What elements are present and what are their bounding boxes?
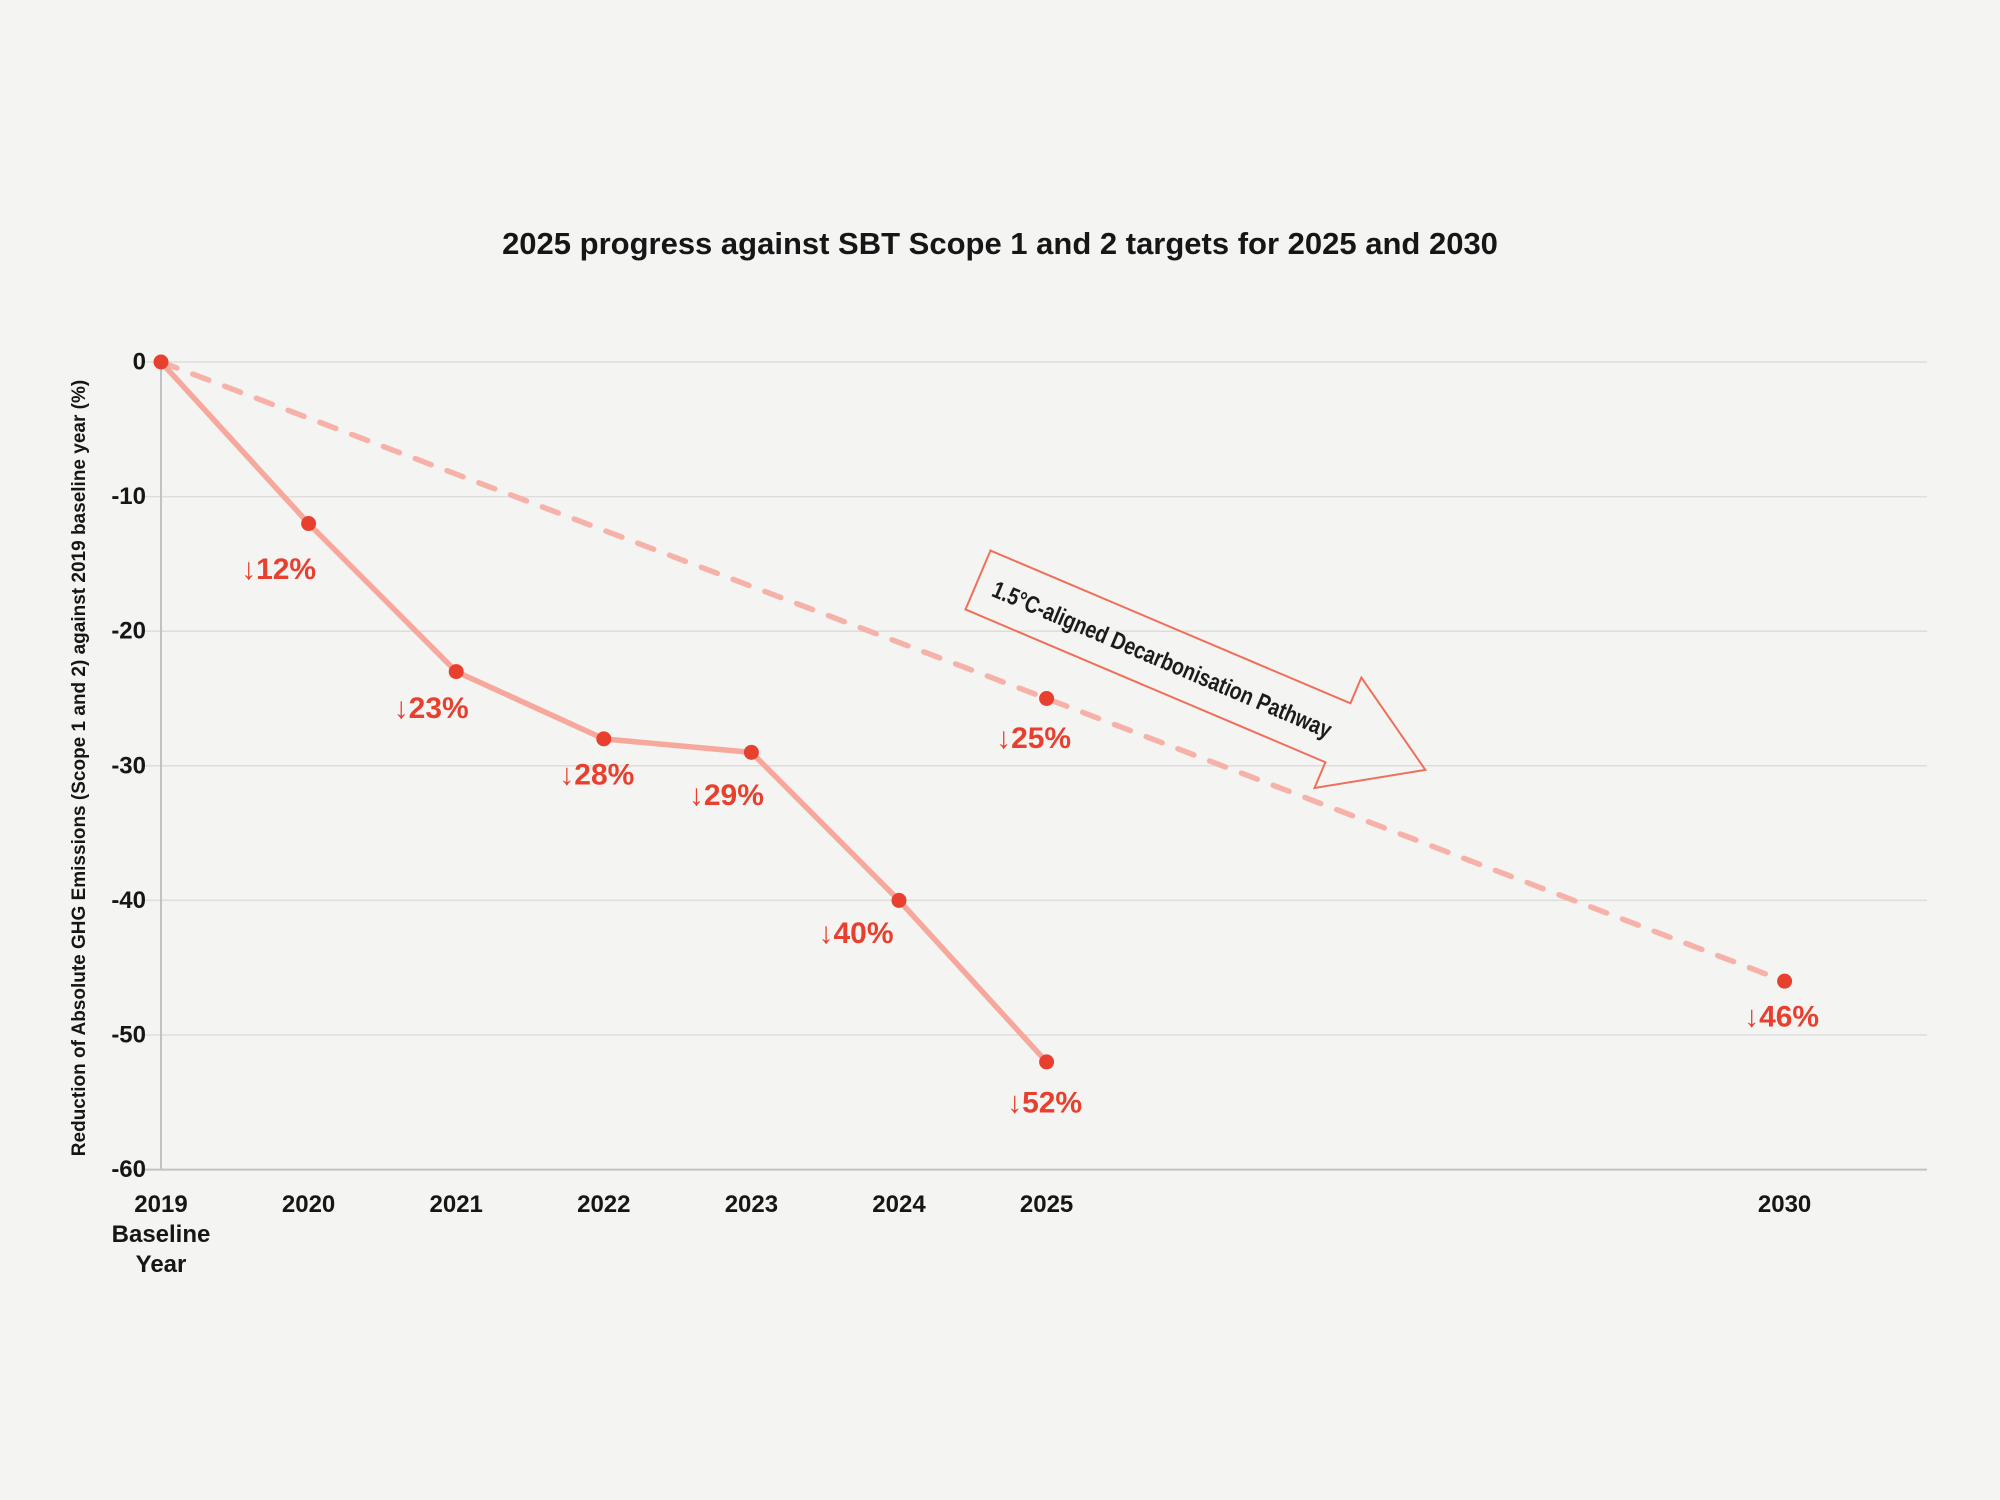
- data-point-actual-2024: [891, 892, 907, 908]
- y-tick-label: -10: [111, 483, 146, 510]
- x-tick-label: 2025: [1020, 1191, 1073, 1218]
- x-tick-label: 2023: [725, 1191, 778, 1218]
- point-label-pathway-2030: ↓46%: [1744, 1001, 1819, 1034]
- point-label-actual-2023: ↓29%: [689, 779, 764, 812]
- y-tick-label: -20: [111, 618, 146, 645]
- data-point-actual-2020: [301, 516, 317, 532]
- x-tick-label: 2021: [430, 1191, 483, 1218]
- point-label-actual-2025: ↓52%: [1007, 1086, 1082, 1119]
- point-label-actual-2024: ↓40%: [818, 917, 893, 950]
- x-tick-label: 2022: [577, 1191, 630, 1218]
- data-point-actual-2021: [448, 664, 464, 680]
- x-tick-label: 2030: [1758, 1191, 1811, 1218]
- data-point-pathway-2030: [1777, 973, 1793, 989]
- x-tick-sublabel: Baseline: [112, 1221, 211, 1248]
- pathway-arrow-label: 1.5°C-aligned Decarbonisation Pathway: [988, 576, 1336, 744]
- data-point-actual-2019: [153, 354, 169, 370]
- y-tick-label: -30: [111, 752, 146, 779]
- y-tick-label: -60: [111, 1156, 146, 1183]
- data-point-actual-2025: [1039, 1054, 1055, 1070]
- point-label-actual-2020: ↓12%: [241, 553, 316, 586]
- pathway-dashed-line: [158, 359, 1788, 984]
- x-tick-sublabel: Year: [136, 1251, 187, 1278]
- point-label-actual-2021: ↓23%: [394, 692, 469, 725]
- y-tick-label: -40: [111, 887, 146, 914]
- pathway-arrow-outline: [964, 549, 1428, 790]
- x-tick-label: 2020: [282, 1191, 335, 1218]
- chart-title: 2025 progress against SBT Scope 1 and 2 …: [502, 226, 1498, 261]
- x-tick-label: 2019: [134, 1191, 187, 1218]
- data-point-pathway-2025: [1039, 691, 1055, 706]
- point-label-pathway-2025: ↓25%: [996, 722, 1071, 755]
- data-point-actual-2023: [743, 744, 759, 760]
- data-point-actual-2022: [596, 731, 612, 747]
- actual-progress-line: [158, 359, 1050, 1065]
- pathway-arrow-annotation: 1.5°C-aligned Decarbonisation Pathway: [964, 549, 1428, 790]
- y-tick-label: 0: [133, 349, 146, 376]
- point-label-actual-2022: ↓28%: [559, 758, 634, 791]
- x-tick-label: 2024: [872, 1191, 926, 1218]
- y-tick-label: -50: [111, 1022, 146, 1049]
